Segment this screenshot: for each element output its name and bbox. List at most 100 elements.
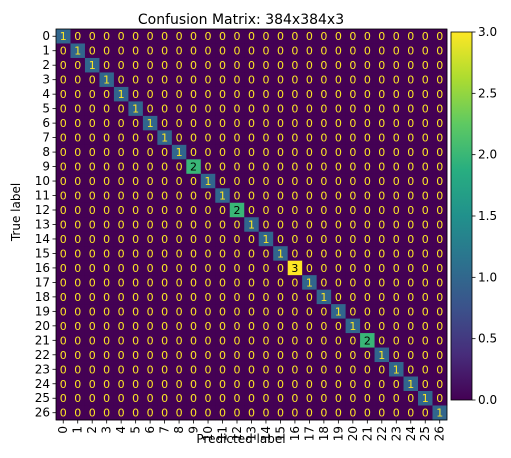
cell-value: 0 xyxy=(436,30,443,43)
matrix-cell xyxy=(345,231,361,247)
matrix-cell xyxy=(316,144,332,160)
matrix-cell xyxy=(84,130,100,146)
matrix-cell xyxy=(99,217,115,233)
matrix-cell xyxy=(244,391,260,406)
cell-value: 0 xyxy=(407,363,414,376)
cell-value: 0 xyxy=(248,392,255,405)
matrix-cell xyxy=(186,260,202,276)
cell-value: 0 xyxy=(234,30,241,43)
matrix-cell xyxy=(113,333,129,348)
x-tick-label: 2 xyxy=(85,426,99,434)
matrix-cell xyxy=(345,57,361,73)
cell-value: 0 xyxy=(320,117,327,130)
cell-value: 0 xyxy=(349,30,356,43)
matrix-cell xyxy=(316,86,332,102)
cell-value: 0 xyxy=(335,276,342,289)
matrix-cell xyxy=(128,231,144,247)
cell-value: 0 xyxy=(89,334,96,347)
cell-value: 0 xyxy=(393,45,400,58)
cell-value: 0 xyxy=(422,233,429,246)
matrix-cell xyxy=(287,202,303,218)
cell-value: 0 xyxy=(147,146,154,159)
matrix-cell xyxy=(142,304,158,319)
matrix-cell xyxy=(432,57,448,73)
matrix-cell xyxy=(374,246,390,262)
cell-value: 0 xyxy=(161,45,168,58)
matrix-cell xyxy=(244,289,260,305)
matrix-cell xyxy=(128,144,144,160)
matrix-cell xyxy=(403,130,419,146)
matrix-cell xyxy=(200,43,216,59)
cell-value: 2 xyxy=(234,204,241,217)
matrix-cell xyxy=(70,260,86,276)
cell-value: 0 xyxy=(262,190,269,203)
cell-value: 0 xyxy=(89,204,96,217)
matrix-cell xyxy=(229,318,245,334)
matrix-cell xyxy=(215,101,231,117)
matrix-cell xyxy=(374,333,390,348)
cell-value: 0 xyxy=(161,262,168,275)
matrix-cell xyxy=(287,86,303,102)
matrix-cell xyxy=(258,101,274,117)
matrix-cell xyxy=(200,72,216,88)
cell-value: 0 xyxy=(190,291,197,304)
matrix-cell xyxy=(244,376,260,392)
cell-value: 0 xyxy=(436,392,443,405)
cell-value: 0 xyxy=(234,88,241,101)
cell-value: 0 xyxy=(422,190,429,203)
matrix-cell xyxy=(302,318,318,334)
cell-value: 0 xyxy=(205,262,212,275)
y-tick-label: 7 xyxy=(42,131,50,145)
cell-value: 0 xyxy=(291,392,298,405)
matrix-cell xyxy=(186,376,202,392)
cell-value: 0 xyxy=(422,247,429,260)
cell-value: 0 xyxy=(190,334,197,347)
matrix-cell xyxy=(186,289,202,305)
matrix-cell xyxy=(113,362,129,377)
cell-value: 0 xyxy=(176,407,183,420)
y-tick-label: 8 xyxy=(42,145,50,159)
cell-value: 0 xyxy=(74,218,81,231)
matrix-cell xyxy=(258,304,274,319)
matrix-cell xyxy=(99,43,115,59)
cell-value: 0 xyxy=(147,74,154,87)
cell-value: 0 xyxy=(349,407,356,420)
matrix-cell xyxy=(215,57,231,73)
cell-value: 0 xyxy=(306,233,313,246)
matrix-cell xyxy=(99,260,115,276)
matrix-cell xyxy=(113,173,129,189)
cell-value: 0 xyxy=(74,320,81,333)
matrix-cell xyxy=(142,202,158,218)
cell-value: 0 xyxy=(291,117,298,130)
matrix-cell xyxy=(99,246,115,262)
cell-value: 0 xyxy=(306,74,313,87)
cell-value: 0 xyxy=(103,291,110,304)
matrix-cell xyxy=(360,289,375,305)
x-tick-label: 13 xyxy=(244,426,258,441)
matrix-cell xyxy=(389,130,404,146)
matrix-cell xyxy=(99,130,115,146)
matrix-cell xyxy=(142,318,158,334)
matrix-cell xyxy=(273,115,289,131)
matrix-cell xyxy=(186,57,202,73)
cell-value: 0 xyxy=(74,204,81,217)
matrix-cell xyxy=(273,43,289,59)
cell-value: 0 xyxy=(219,88,226,101)
matrix-cell xyxy=(360,72,375,88)
cell-value: 0 xyxy=(306,132,313,145)
matrix-cell xyxy=(56,391,71,406)
y-tick-label: 23 xyxy=(35,362,50,376)
cell-value: 0 xyxy=(378,407,385,420)
cell-value: 0 xyxy=(277,74,284,87)
cell-value: 0 xyxy=(436,204,443,217)
matrix-cell xyxy=(142,260,158,276)
cell-value: 0 xyxy=(436,291,443,304)
matrix-cell xyxy=(418,29,433,44)
cell-value: 0 xyxy=(118,190,125,203)
cell-value: 0 xyxy=(132,74,139,87)
cell-value: 0 xyxy=(335,45,342,58)
cell-value: 1 xyxy=(320,291,327,304)
matrix-cell xyxy=(128,289,144,305)
cell-value: 0 xyxy=(335,349,342,362)
cell-value: 0 xyxy=(291,30,298,43)
